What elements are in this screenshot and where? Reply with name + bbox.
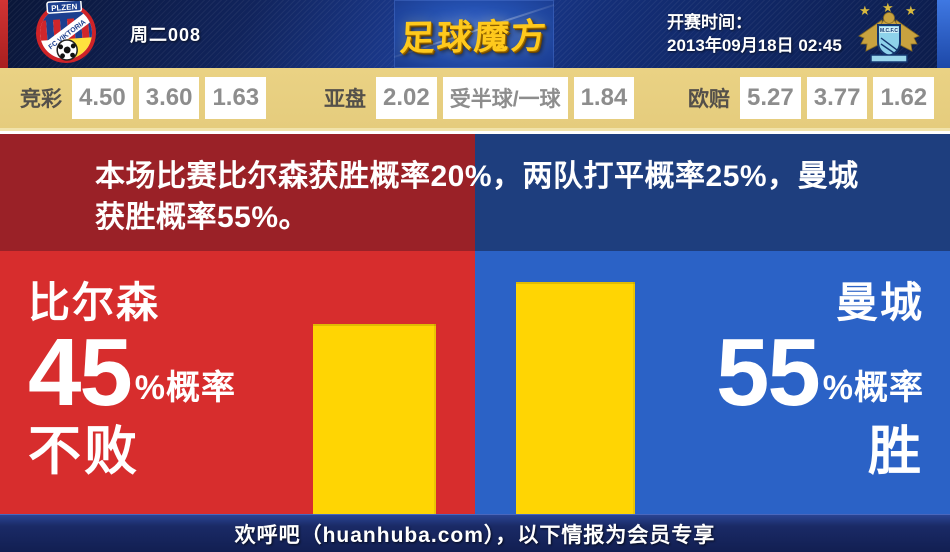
odds-group-jingcai: 竞彩 4.50 3.60 1.63 xyxy=(20,77,267,119)
home-team-crest-icon: FC VIKTORIA PLZEN xyxy=(18,0,114,65)
probability-summary-band: 本场比赛比尔森获胜概率20%，两队打平概率25%，曼城获胜概率55%。 xyxy=(0,134,950,251)
svg-text:★: ★ xyxy=(905,3,917,18)
yapan-odd-home: 2.02 xyxy=(376,77,437,119)
home-panel: 比尔森 45 %概率 不败 xyxy=(0,251,475,514)
home-stats: 比尔森 45 %概率 不败 xyxy=(28,279,236,483)
away-probability-value: 55 xyxy=(715,319,821,426)
footer-bar: 欢呼吧（huanhuba.com），以下情报为会员专享 xyxy=(0,514,950,552)
odds-bar: 竞彩 4.50 3.60 1.63 亚盘 2.02 受半球/一球 1.84 欧赔… xyxy=(0,68,950,128)
svg-text:M.C.F.C: M.C.F.C xyxy=(880,28,898,34)
away-team-crest-icon: ★ ★ ★ M.C.F.C xyxy=(851,0,927,65)
kickoff-time-label: 开赛时间： xyxy=(667,13,752,32)
summary-band-blue-half xyxy=(475,134,950,251)
home-probability-bar xyxy=(313,324,436,514)
brand-logo[interactable]: 足球魔方 xyxy=(394,0,554,68)
odds-group-oupei: 欧赔 5.27 3.77 1.62 xyxy=(688,77,935,119)
away-probability-bar xyxy=(516,282,635,514)
match-number-label: 周二008 xyxy=(130,25,202,45)
away-probability-row: 55 %概率 xyxy=(715,319,924,426)
away-probability-suffix: %概率 xyxy=(822,369,924,407)
away-team-name: 曼城 xyxy=(835,279,924,326)
kickoff-time-value: 2013年09月18日 02:45 xyxy=(667,36,842,55)
odds-divider-line xyxy=(0,128,950,134)
svg-text:PLZEN: PLZEN xyxy=(51,2,78,13)
home-outcome: 不败 xyxy=(28,422,140,481)
kickoff-time-block: 开赛时间： 2013年09月18日 02:45 xyxy=(667,11,842,57)
jingcai-odd-draw: 3.60 xyxy=(138,77,200,119)
header-right-blue-accent xyxy=(937,0,950,68)
oupei-odd-home: 5.27 xyxy=(740,77,801,119)
brand-logo-text: 足球魔方 xyxy=(398,16,549,58)
away-panel: 曼城 55 %概率 胜 xyxy=(475,251,950,514)
summary-band-red-half xyxy=(0,134,475,251)
home-probability-row: 45 %概率 xyxy=(28,319,237,426)
probability-chart: 比尔森 45 %概率 不败 曼城 55 %概率 胜 xyxy=(0,251,950,514)
probability-summary: 本场比赛比尔森获胜概率20%，两队打平概率25%，曼城获胜概率55%。 xyxy=(95,160,859,234)
footer-note: 欢呼吧（huanhuba.com），以下情报为会员专享 xyxy=(234,523,716,547)
home-team-name: 比尔森 xyxy=(28,279,161,326)
header-banner: FC VIKTORIA PLZEN 周二008 足球魔方 开赛时间： xyxy=(0,0,950,68)
jingcai-odd-home: 4.50 xyxy=(72,77,133,119)
oupei-odd-away: 1.62 xyxy=(873,77,935,119)
oupei-label: 欧赔 xyxy=(688,88,730,111)
yapan-odd-away: 1.84 xyxy=(573,77,635,119)
jingcai-odd-away: 1.63 xyxy=(205,77,267,119)
jingcai-label: 竞彩 xyxy=(20,88,62,111)
yapan-label: 亚盘 xyxy=(324,88,366,111)
home-probability-value: 45 xyxy=(28,319,133,426)
home-probability-suffix: %概率 xyxy=(134,369,237,407)
header-left-red-accent xyxy=(0,0,8,68)
yapan-handicap: 受半球/一球 xyxy=(442,77,568,119)
away-stats: 曼城 55 %概率 胜 xyxy=(716,279,924,483)
svg-text:★: ★ xyxy=(859,3,871,18)
away-outcome: 胜 xyxy=(868,422,924,481)
svg-text:★: ★ xyxy=(882,2,894,15)
oupei-odd-draw: 3.77 xyxy=(806,77,868,119)
odds-group-yapan: 亚盘 2.02 受半球/一球 1.84 xyxy=(324,77,635,119)
